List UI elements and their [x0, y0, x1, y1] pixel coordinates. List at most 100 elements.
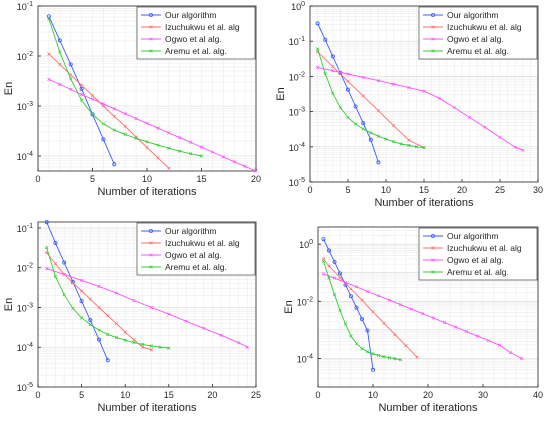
x-tick-label: 20	[423, 390, 433, 400]
data-point	[393, 357, 397, 361]
data-point	[323, 37, 328, 42]
data-point	[47, 77, 51, 82]
data-point	[346, 72, 350, 76]
data-point	[69, 77, 73, 81]
y-tick-label: 10-5	[289, 177, 305, 188]
data-point	[68, 62, 73, 67]
y-tick-label: 10-2	[297, 296, 313, 307]
data-point	[387, 356, 392, 360]
legend-box	[136, 6, 256, 60]
x-tick-label: 30	[533, 185, 543, 195]
data-point	[407, 143, 411, 147]
legend-marker	[430, 12, 435, 17]
data-point	[156, 143, 160, 147]
data-point	[387, 298, 392, 302]
x-tick-label: 25	[251, 390, 261, 400]
series-0	[315, 21, 381, 165]
data-point	[123, 330, 127, 334]
data-point	[79, 278, 84, 283]
data-point	[106, 332, 110, 337]
y-tick-label: 10-5	[17, 382, 33, 393]
y-tick-label: 10-4	[297, 353, 313, 364]
data-point	[338, 105, 343, 110]
data-point	[376, 109, 381, 113]
data-point	[475, 334, 480, 338]
data-point	[513, 145, 517, 149]
series-line	[48, 16, 115, 165]
data-point	[90, 112, 95, 117]
data-point	[145, 140, 149, 144]
data-point	[321, 272, 326, 276]
legend-label: Ogwo et al alg.	[447, 34, 504, 44]
data-point	[79, 92, 84, 97]
x-tick-label: 5	[90, 174, 95, 184]
data-point	[123, 124, 127, 129]
data-point	[346, 79, 350, 84]
data-point	[58, 82, 62, 87]
y-tick-label: 10-4	[17, 151, 33, 162]
data-point	[391, 123, 396, 128]
x-tick-label: 5	[79, 390, 84, 400]
data-point	[349, 287, 353, 291]
data-point	[369, 131, 373, 135]
data-point	[123, 132, 127, 137]
x-tick-label: 15	[419, 185, 429, 195]
data-point	[315, 47, 320, 51]
data-point	[391, 140, 396, 144]
data-point	[365, 289, 370, 294]
data-point	[354, 285, 359, 289]
x-axis-label: Number of iterations	[97, 186, 197, 198]
data-point	[315, 21, 320, 26]
data-point	[46, 14, 51, 19]
series-3	[315, 47, 426, 150]
series-0	[46, 14, 117, 167]
data-point	[338, 308, 342, 313]
data-point	[331, 69, 335, 73]
data-point	[415, 355, 419, 359]
legend-marker	[149, 25, 153, 29]
data-point	[483, 125, 487, 129]
data-point	[149, 348, 154, 352]
data-point	[315, 65, 320, 70]
legend-box	[418, 6, 538, 60]
data-point	[178, 135, 182, 140]
legend-label: Aremu et al. alg.	[447, 46, 509, 56]
data-point	[376, 78, 381, 83]
data-point	[371, 352, 375, 356]
data-point	[393, 332, 397, 337]
data-point	[140, 342, 145, 347]
data-point	[53, 240, 58, 245]
data-point	[149, 344, 154, 348]
data-point	[44, 220, 49, 225]
data-point	[497, 343, 502, 347]
data-point	[79, 83, 84, 87]
data-point	[210, 150, 215, 154]
series-line	[317, 23, 379, 163]
data-point	[349, 334, 353, 338]
data-point	[132, 298, 136, 303]
data-point	[123, 112, 127, 116]
data-point	[384, 137, 388, 141]
x-axis-label: Number of iterations	[97, 402, 197, 414]
data-point	[58, 62, 62, 67]
data-point	[353, 122, 358, 126]
data-point	[422, 89, 426, 93]
data-point	[71, 281, 75, 285]
x-tick-label: 30	[478, 390, 488, 400]
data-point	[376, 134, 381, 138]
y-tick-label: 10-4	[289, 142, 305, 153]
data-point	[354, 341, 359, 346]
data-point	[343, 280, 348, 285]
series-line	[48, 78, 257, 172]
legend-box	[418, 227, 538, 281]
data-point	[114, 322, 119, 326]
legend-label: Aremu et al. alg.	[165, 262, 227, 272]
series-line	[317, 51, 425, 149]
y-tick-label: 10-4	[17, 342, 33, 353]
data-point	[114, 335, 119, 340]
data-point	[167, 346, 171, 350]
data-point	[326, 248, 331, 253]
legend: Our algorithm Izuchukwu et al. alg Ogwo et…	[136, 222, 256, 276]
x-tick-label: 20	[207, 390, 217, 400]
